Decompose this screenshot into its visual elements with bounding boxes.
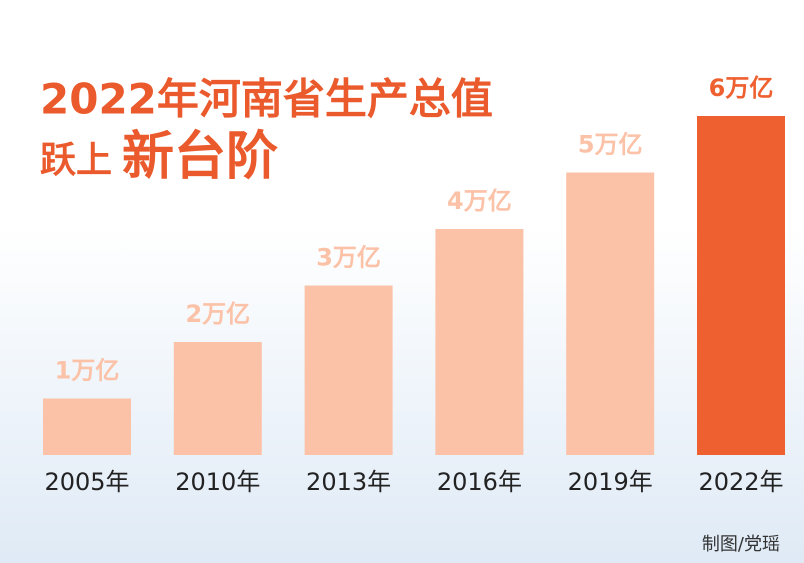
value-label: 2万亿 xyxy=(185,300,250,328)
chart-title: 2022年河南省生产总值 xyxy=(40,75,493,124)
value-label: 5万亿 xyxy=(578,131,643,159)
bar xyxy=(697,116,785,455)
x-tick-label: 2019年 xyxy=(568,468,653,496)
value-label: 4万亿 xyxy=(447,187,512,215)
chart-title: 跃上 xyxy=(40,140,112,181)
value-label: 1万亿 xyxy=(55,357,120,385)
bar xyxy=(304,285,393,455)
bar xyxy=(566,172,655,455)
x-tick-label: 2005年 xyxy=(44,468,129,496)
value-label: 6万亿 xyxy=(709,74,774,102)
x-tick-label: 2022年 xyxy=(698,468,783,496)
x-tick-label: 2016年 xyxy=(437,468,522,496)
bar xyxy=(43,398,131,455)
credit: 制图/党瑶 xyxy=(702,534,780,555)
x-tick-label: 2010年 xyxy=(175,468,260,496)
chart-title: 新台阶 xyxy=(122,127,278,187)
bar xyxy=(435,229,524,455)
bar xyxy=(173,342,262,455)
value-label: 3万亿 xyxy=(316,244,381,272)
x-tick-label: 2013年 xyxy=(306,468,391,496)
